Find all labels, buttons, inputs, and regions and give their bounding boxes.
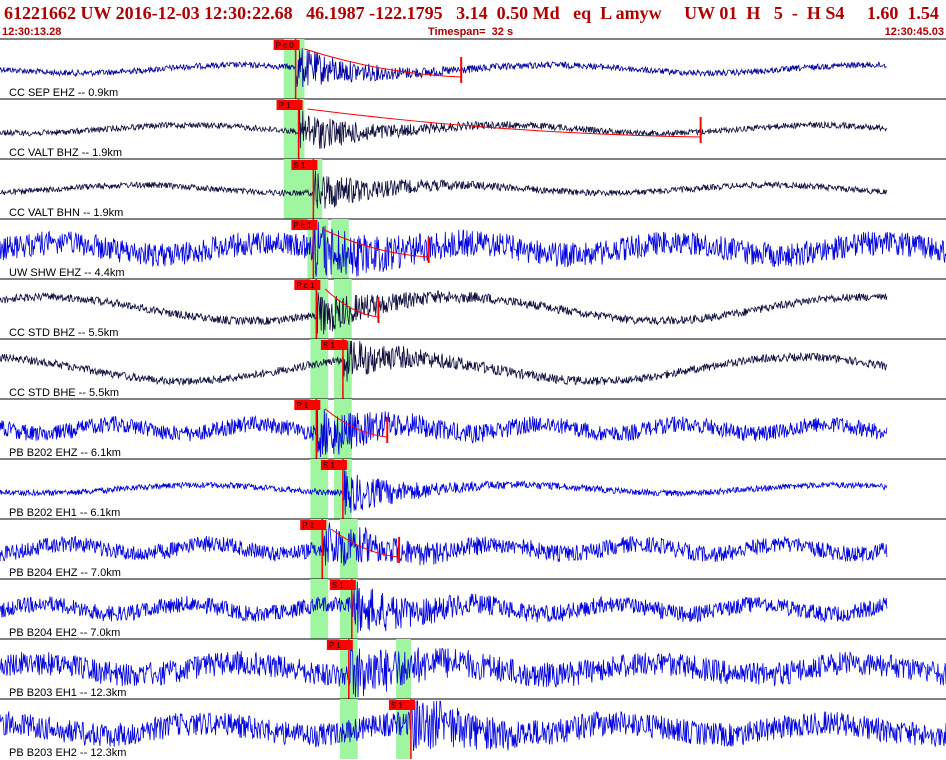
timespan: Timespan= 32 s [428, 26, 514, 38]
channel-label: CC STD BHZ -- 5.5km [9, 327, 118, 339]
p-pick-flag [294, 280, 321, 290]
p-pick-flag [291, 220, 318, 230]
coda-envelope [324, 408, 388, 438]
channel-label: PB B203 EH1 -- 12.3km [9, 687, 126, 699]
waveform-trace [0, 646, 946, 698]
phase-window [310, 459, 329, 519]
s-pick-flag [320, 460, 347, 470]
p-pick-flag [300, 520, 327, 530]
waveform-trace [0, 48, 887, 88]
p-pick-label: P 1 [302, 521, 314, 530]
coda-envelope [324, 288, 379, 318]
p-pick-flag [273, 40, 300, 50]
s-pick-label: S 1 [391, 701, 404, 710]
event-header: 61221662 UW 2016-12-03 12:30:22.68 46.19… [4, 3, 939, 23]
p-pick-label: P c 1 [296, 281, 315, 290]
waveform-trace [0, 581, 888, 633]
s-pick-label: S 1 [293, 161, 306, 170]
start-time: 12:30:13.28 [2, 26, 62, 38]
coda-envelope [322, 228, 429, 258]
p-pick-label: P 1 [296, 401, 308, 410]
s-pick-flag [329, 580, 356, 590]
p-pick-label: P 1 [279, 101, 291, 110]
p-pick-flag [294, 400, 321, 410]
s-pick-label: S 1 [323, 341, 336, 350]
p-pick-label: P 1 [329, 641, 341, 650]
p-pick-label: P c 1 [293, 221, 312, 230]
channel-label: PB B204 EHZ -- 7.0km [9, 567, 121, 579]
phase-window [334, 279, 352, 339]
coda-envelope [330, 528, 400, 558]
phase-window [310, 579, 329, 639]
s-pick-flag [388, 700, 415, 710]
channel-label: PB B203 EH2 -- 12.3km [9, 747, 126, 759]
waveform-trace [0, 290, 888, 335]
channel-label: UW SHW EHZ -- 4.4km [9, 267, 125, 279]
waveform-trace [0, 470, 888, 515]
waveform-trace [0, 340, 888, 386]
phase-window [310, 339, 329, 399]
channel-label: CC VALT BHN -- 1.9km [9, 207, 123, 219]
s-pick-label: S 1 [332, 581, 345, 590]
coda-envelope [307, 108, 701, 138]
p-pick-flag [326, 640, 353, 650]
waveform-trace [0, 108, 888, 150]
waveform-trace [0, 170, 888, 209]
channel-label: PB B204 EH2 -- 7.0km [9, 627, 120, 639]
waveform-trace [0, 700, 946, 752]
waveform-trace [0, 408, 888, 458]
p-pick-label: P c 0 [276, 41, 295, 50]
waveform-trace [0, 222, 946, 277]
phase-window [339, 699, 358, 759]
channel-label: PB B202 EHZ -- 6.1km [9, 447, 121, 459]
phase-window [283, 159, 305, 219]
s-pick-flag [320, 340, 347, 350]
channel-label: CC VALT BHZ -- 1.9km [9, 147, 122, 159]
channel-label: CC STD BHE -- 5.5km [9, 387, 119, 399]
end-time: 12:30:45.03 [884, 26, 944, 38]
coda-envelope [304, 48, 462, 78]
channel-label: PB B202 EH1 -- 6.1km [9, 507, 120, 519]
phase-window [396, 699, 411, 759]
s-pick-label: S 1 [323, 461, 336, 470]
waveform-trace [0, 522, 888, 567]
p-pick-flag [276, 100, 303, 110]
s-pick-flag [291, 160, 318, 170]
channel-label: CC SEP EHZ -- 0.9km [9, 87, 118, 99]
